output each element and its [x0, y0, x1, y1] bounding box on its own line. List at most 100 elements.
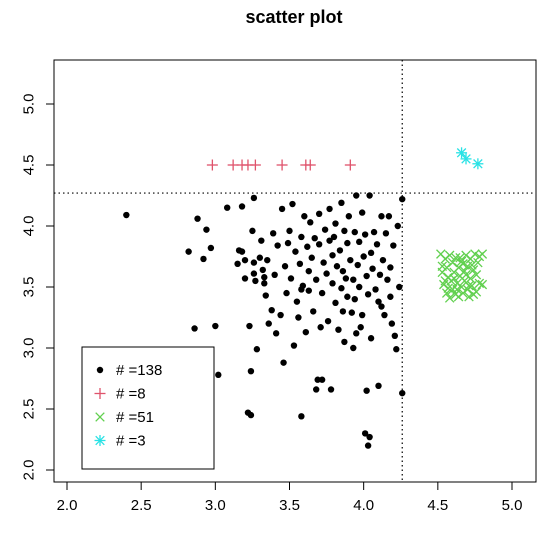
data-point-s0-81	[332, 220, 339, 227]
data-point-s0-101	[353, 330, 360, 337]
data-point-s0-26	[259, 266, 266, 274]
data-point-s0-49	[296, 260, 304, 268]
data-point-s0-78	[329, 252, 336, 259]
data-point-s0-22	[252, 277, 259, 285]
x-tick-label-5: 4.5	[427, 497, 448, 514]
data-point-s0-106	[358, 209, 366, 216]
data-point-s0-61	[311, 235, 318, 242]
data-point-s0-60	[310, 308, 317, 315]
data-point-s0-118	[367, 335, 375, 342]
data-point-s0-120	[370, 228, 378, 236]
data-point-s0-57	[305, 287, 312, 294]
data-point-s0-126	[378, 213, 385, 220]
data-point-s0-35	[274, 242, 281, 249]
data-point-s0-66	[315, 210, 323, 217]
data-point-s0-64	[314, 376, 321, 383]
data-point-s0-124	[375, 382, 382, 390]
data-point-s0-55	[304, 243, 311, 250]
data-point-s0-87	[339, 267, 347, 275]
data-point-s0-30	[265, 320, 272, 327]
data-point-s0-73	[324, 317, 332, 325]
data-point-s0-71	[321, 226, 329, 233]
data-point-s0-107	[358, 311, 366, 319]
data-point-s0-105	[357, 324, 364, 331]
data-point-s0-80	[332, 299, 339, 307]
data-point-s0-46	[292, 248, 299, 255]
data-point-s1-4	[249, 159, 261, 171]
legend-label-0: # =138	[116, 362, 162, 379]
data-point-s0-54	[302, 328, 310, 336]
data-point-s1-8	[344, 159, 356, 171]
data-point-s0-96	[350, 276, 357, 283]
data-point-s0-75	[326, 205, 333, 213]
data-point-s0-89	[341, 338, 348, 346]
data-point-s0-20	[250, 270, 258, 277]
data-point-s0-88	[341, 227, 348, 235]
x-tick-label-2: 3.0	[205, 497, 226, 514]
data-point-s0-7	[212, 322, 219, 330]
data-point-s0-135	[391, 332, 399, 339]
data-point-s2-45	[461, 270, 471, 280]
data-point-s0-139	[399, 389, 406, 397]
data-point-s1-7	[304, 159, 316, 171]
data-point-s0-113	[364, 291, 372, 298]
data-point-s0-50	[298, 233, 305, 241]
legend-marker-0	[96, 366, 104, 374]
data-point-s0-5	[203, 226, 210, 233]
data-point-s0-136	[393, 346, 400, 353]
data-point-s0-132	[387, 293, 394, 300]
data-point-s2-35	[471, 287, 482, 297]
data-point-s0-125	[376, 271, 384, 278]
data-point-s0-48	[295, 314, 302, 321]
data-point-s2-41	[437, 261, 448, 272]
data-point-s0-82	[333, 263, 341, 270]
data-point-s2-27	[464, 292, 474, 302]
legend-label-2: # =51	[116, 409, 154, 426]
data-point-s0-8	[215, 371, 222, 379]
data-point-s0-140	[396, 283, 403, 291]
reference-lines	[54, 60, 536, 482]
data-point-s0-70	[320, 259, 327, 266]
data-point-s2-48	[452, 284, 462, 295]
data-point-s0-69	[318, 376, 326, 383]
data-point-s0-94	[347, 256, 354, 264]
data-point-s0-104	[356, 283, 363, 291]
data-point-s0-138	[399, 195, 406, 203]
data-point-s0-86	[338, 199, 345, 207]
x-tick-label-4: 4.0	[353, 497, 374, 514]
data-point-s0-27	[261, 280, 268, 287]
y-tick-label-3: 3.5	[20, 277, 37, 298]
data-point-s0-117	[367, 249, 375, 257]
data-point-s0-85	[338, 285, 345, 292]
data-point-s0-51	[298, 413, 305, 420]
data-point-s3-2	[472, 158, 484, 170]
data-point-s3-1	[460, 153, 472, 165]
data-point-s0-67	[317, 324, 324, 331]
data-point-s0-24	[256, 254, 264, 261]
data-point-s2-10	[447, 257, 458, 268]
data-point-s0-147	[250, 259, 258, 266]
data-point-s0-99	[351, 296, 358, 303]
data-point-s2-7	[444, 250, 455, 261]
data-point-s0-37	[278, 205, 286, 213]
data-point-s0-29	[264, 256, 271, 264]
data-point-s0-32	[269, 230, 277, 237]
x-tick-label-6: 5.0	[502, 497, 523, 514]
legend-label-3: # =3	[116, 433, 146, 450]
data-point-s0-128	[381, 311, 388, 319]
x-tick-label-1: 2.5	[131, 497, 152, 514]
data-point-s0-145	[261, 274, 268, 281]
x-tick-label-0: 2.0	[57, 497, 78, 514]
y-tick-label-1: 2.5	[20, 399, 37, 420]
data-point-s0-141	[387, 264, 394, 271]
data-point-s2-46	[467, 260, 477, 270]
data-point-s0-68	[318, 289, 326, 297]
data-point-s2-50	[458, 259, 468, 269]
data-point-s0-79	[330, 233, 338, 241]
data-point-s0-53	[301, 213, 308, 220]
data-point-s0-102	[354, 261, 361, 269]
data-point-s2-8	[444, 293, 455, 303]
y-tick-label-6: 5.0	[20, 94, 37, 115]
data-point-s0-59	[308, 254, 315, 261]
data-point-s0-123	[375, 298, 382, 305]
